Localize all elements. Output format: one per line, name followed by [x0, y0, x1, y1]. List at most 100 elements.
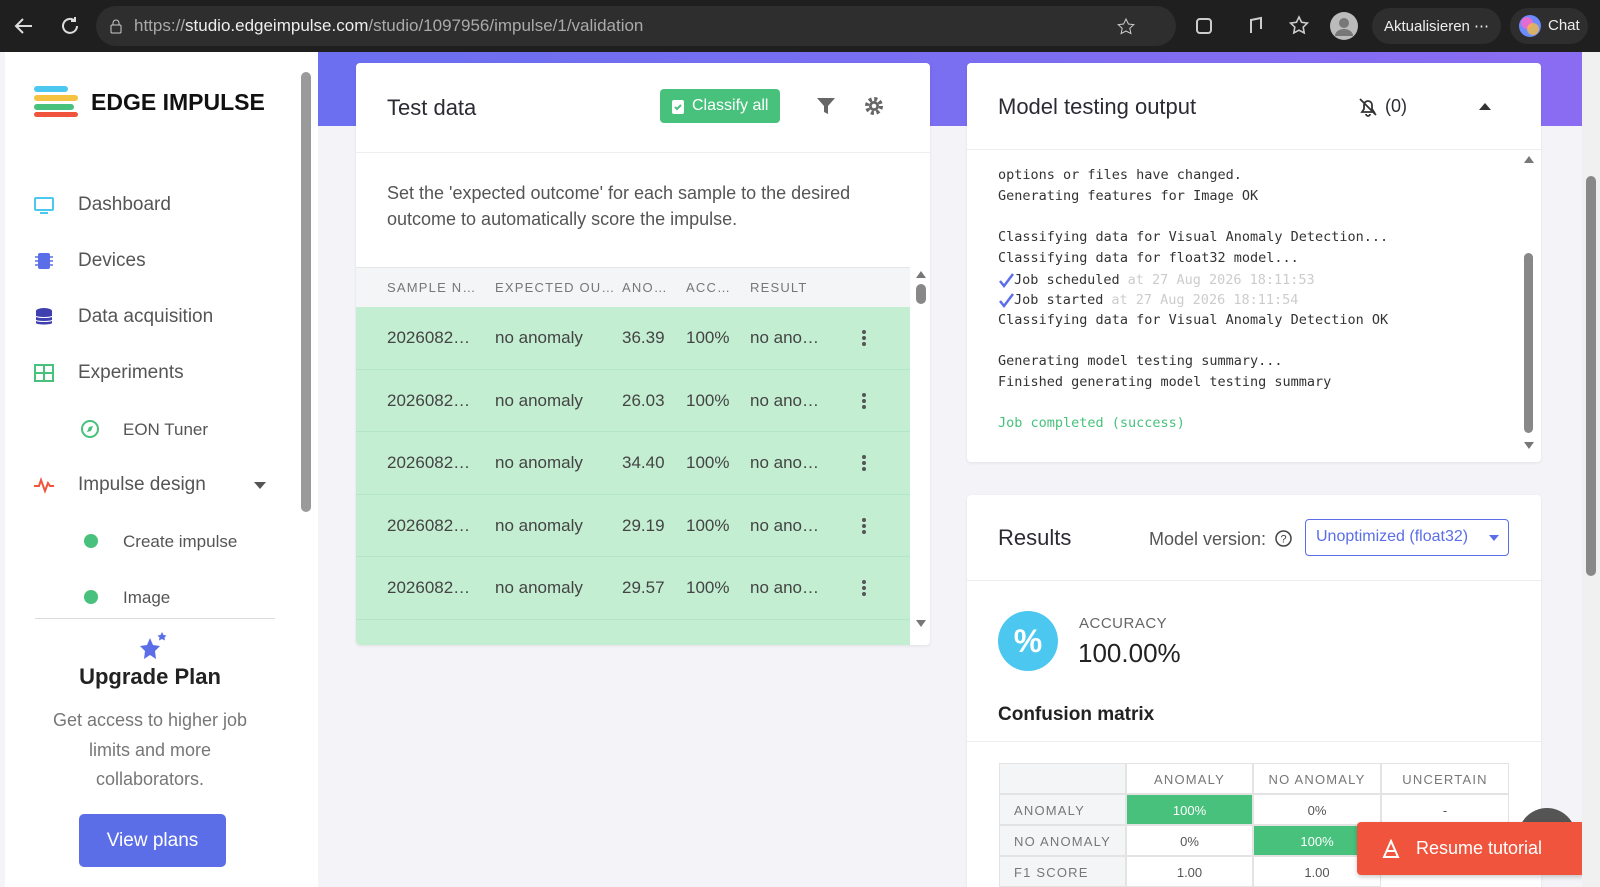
scroll-up[interactable] — [916, 270, 926, 278]
table-cell: 2026082… — [387, 328, 471, 347]
help-icon[interactable]: ? — [1275, 530, 1292, 547]
url: https://studio.edgeimpulse.com/studio/10… — [134, 16, 643, 36]
chat-button[interactable]: Chat — [1510, 8, 1588, 44]
clipboard-icon — [672, 100, 684, 114]
nav-subitem[interactable]: Create impulse — [5, 521, 295, 561]
matrix-header: NO ANOMALY — [1253, 763, 1381, 794]
status-dot — [84, 534, 98, 548]
table-cell: 34.40 — [622, 453, 665, 472]
log-line: Generating model testing summary... — [998, 353, 1283, 370]
row-menu[interactable] — [853, 515, 875, 537]
notifications-toggle[interactable]: (0) — [1359, 96, 1407, 117]
row-menu[interactable] — [853, 452, 875, 474]
table-cell: 29.57 — [622, 578, 665, 597]
back-button[interactable] — [12, 14, 36, 38]
nav-item[interactable]: Dashboard — [5, 185, 295, 225]
notification-count: (0) — [1385, 96, 1407, 116]
scroll-thumb[interactable] — [1524, 253, 1533, 433]
nav-item[interactable]: Devices — [5, 241, 295, 281]
log-time: at 27 Aug 2026 18:11:53 — [1127, 271, 1315, 288]
dropdown-caret — [1489, 535, 1499, 541]
row-menu[interactable] — [853, 327, 875, 349]
table-cell: 26.03 — [622, 390, 665, 410]
nav-label: Devices — [78, 250, 146, 271]
nav-item[interactable]: Impulse design — [5, 465, 295, 505]
table-cell: 2026082… — [387, 515, 471, 535]
reload-button[interactable] — [58, 14, 82, 38]
table-cell: 2026082… — [387, 390, 471, 410]
update-button[interactable]: Aktualisieren ⋯ — [1372, 8, 1502, 44]
model-version-text: Model version: — [1149, 529, 1267, 549]
settings-button[interactable] — [864, 96, 884, 116]
column-header[interactable]: SAMPLE N… — [387, 280, 477, 295]
scroll-up[interactable] — [1524, 155, 1534, 163]
matrix-cell: 100% — [1126, 794, 1253, 825]
nav-subitem[interactable]: Image — [5, 577, 295, 617]
url-scheme: https:// — [134, 16, 186, 35]
table-cell: 100% — [686, 453, 730, 472]
row-menu[interactable] — [853, 577, 875, 599]
table-scrollbar[interactable] — [912, 270, 930, 630]
column-header[interactable]: RESULT — [750, 280, 808, 295]
address-bar[interactable]: https://studio.edgeimpulse.com/studio/10… — [96, 6, 1176, 46]
scroll-thumb[interactable] — [1586, 176, 1596, 576]
sidebar-scrollbar[interactable] — [301, 72, 311, 512]
model-version-select[interactable]: Unoptimized (float32) — [1305, 519, 1509, 556]
table-cell: 100% — [686, 328, 730, 347]
table-row[interactable]: 2026082… no anomaly 26.03 100% no ano… — [356, 370, 910, 432]
nav-icon — [34, 364, 54, 382]
log-status: Job completed (success) — [998, 415, 1185, 432]
check-icon — [999, 293, 1014, 309]
classify-all-button[interactable]: Classify all — [660, 89, 781, 123]
scroll-thumb[interactable] — [916, 284, 926, 304]
scroll-down[interactable] — [1524, 442, 1534, 450]
matrix-row-label: F1 SCORE — [999, 856, 1126, 887]
profile-avatar[interactable] — [1330, 12, 1358, 40]
matrix-corner — [999, 763, 1126, 794]
collapse-button[interactable] — [1478, 101, 1492, 111]
table-cell: no anomaly — [495, 328, 583, 347]
log-scrollbar[interactable] — [1522, 155, 1536, 455]
nav-icon — [34, 197, 54, 214]
column-header[interactable]: EXPECTED OU… — [495, 280, 616, 295]
matrix-row-label: NO ANOMALY — [999, 825, 1126, 856]
table-cell: 2026082… — [387, 578, 471, 597]
matrix-header: UNCERTAIN — [1381, 763, 1509, 794]
nav-label: Data acquisition — [78, 306, 214, 327]
table-row[interactable]: 2026082… no anomaly 29.57 100% no ano… — [356, 557, 910, 620]
card-title: Test data — [387, 95, 477, 120]
table-row[interactable]: 2026082… no anomaly 29.19 100% no ano… — [356, 495, 910, 557]
extensions-icon[interactable] — [1193, 15, 1215, 37]
resume-tutorial-button[interactable]: Resume tutorial — [1357, 822, 1585, 875]
nav-subitem[interactable]: EON Tuner — [5, 409, 295, 449]
model-version-value: Unoptimized (float32) — [1316, 528, 1469, 545]
table-row[interactable]: 2026082… no anomaly 34.40 100% no ano… — [356, 432, 910, 495]
lock-icon — [110, 19, 122, 34]
section-title: Confusion matrix — [998, 704, 1155, 725]
table-cell: no anomaly — [495, 390, 583, 410]
table-cell: 100% — [686, 578, 730, 597]
test-data-card: Test data Classify all Set the 'expected… — [356, 63, 930, 645]
favorites-icon[interactable] — [1288, 15, 1310, 37]
column-header[interactable]: ANO… — [622, 280, 668, 295]
favorite-icon[interactable] — [1116, 17, 1136, 37]
table-cell: no anomaly — [495, 578, 583, 597]
filter-button[interactable] — [816, 96, 836, 116]
media-icon[interactable] — [1245, 15, 1267, 37]
nav-item[interactable]: Experiments — [5, 353, 295, 393]
column-header[interactable]: ACC… — [686, 280, 732, 295]
nav-icon — [34, 476, 54, 494]
scroll-down[interactable] — [916, 620, 926, 628]
nav-sublabel: Image — [123, 588, 171, 607]
accuracy-icon: % — [998, 611, 1058, 671]
matrix-cell: 0% — [1126, 825, 1253, 856]
view-plans-button[interactable]: View plans — [79, 814, 226, 867]
table-cell: no ano… — [750, 390, 819, 410]
url-path: /studio/1097956/impulse/1/validation — [368, 16, 644, 35]
accuracy-label: ACCURACY — [1079, 615, 1168, 632]
row-menu[interactable] — [853, 390, 875, 412]
page-scrollbar[interactable] — [1582, 52, 1600, 887]
nav-item[interactable]: Data acquisition — [5, 297, 295, 337]
table-row[interactable]: 2026082… no anomaly 36.39 100% no ano… — [356, 307, 910, 370]
nav-label: Experiments — [78, 362, 184, 383]
